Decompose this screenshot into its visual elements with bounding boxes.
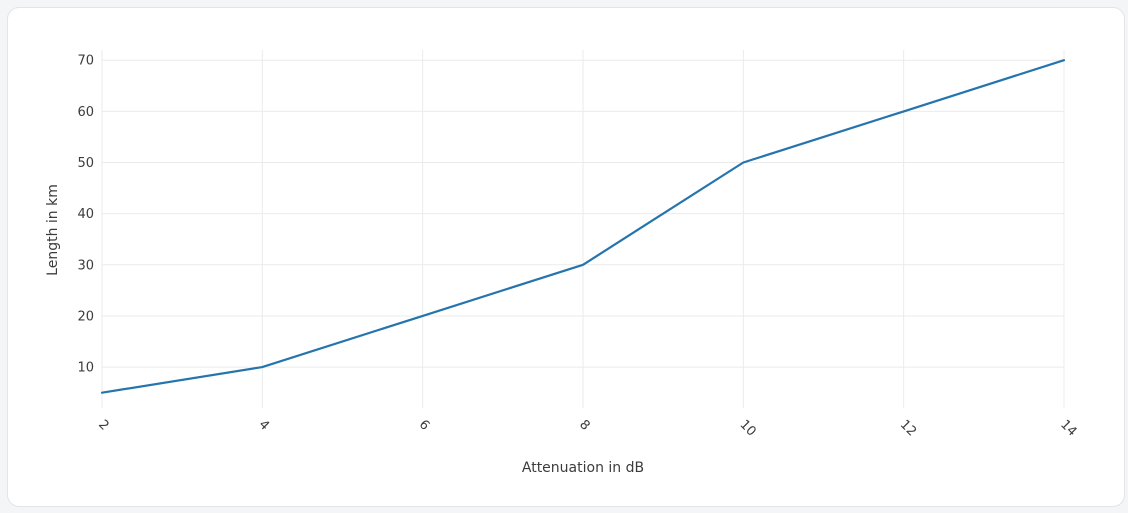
y-tick-label: 70 bbox=[77, 54, 94, 69]
x-tick-label: 10 bbox=[737, 417, 759, 439]
x-tick-label: 4 bbox=[256, 417, 272, 433]
y-tick-label: 20 bbox=[77, 309, 94, 324]
x-tick-label: 8 bbox=[576, 417, 592, 433]
y-tick-label: 30 bbox=[77, 258, 94, 273]
y-tick-label: 10 bbox=[77, 361, 94, 376]
chart-card bbox=[7, 7, 1125, 507]
x-tick-label: 6 bbox=[416, 417, 432, 433]
y-tick-labels: 10 20 30 40 50 60 70 bbox=[77, 54, 94, 376]
grid-lines bbox=[101, 50, 1065, 408]
y-tick-label: 40 bbox=[77, 207, 94, 222]
x-tick-label: 14 bbox=[1057, 417, 1079, 439]
x-tick-labels: 2 4 6 8 10 12 14 bbox=[95, 417, 1079, 439]
x-axis-title: Attenuation in dB bbox=[522, 460, 644, 476]
y-axis-title: Length in km bbox=[45, 184, 61, 276]
y-tick-label: 50 bbox=[77, 156, 94, 171]
series-layer bbox=[100, 59, 1066, 394]
y-tick-label: 60 bbox=[77, 105, 94, 120]
x-tick-label: 2 bbox=[95, 417, 111, 433]
x-tick-label: 12 bbox=[897, 417, 919, 439]
series-line bbox=[100, 59, 1066, 394]
